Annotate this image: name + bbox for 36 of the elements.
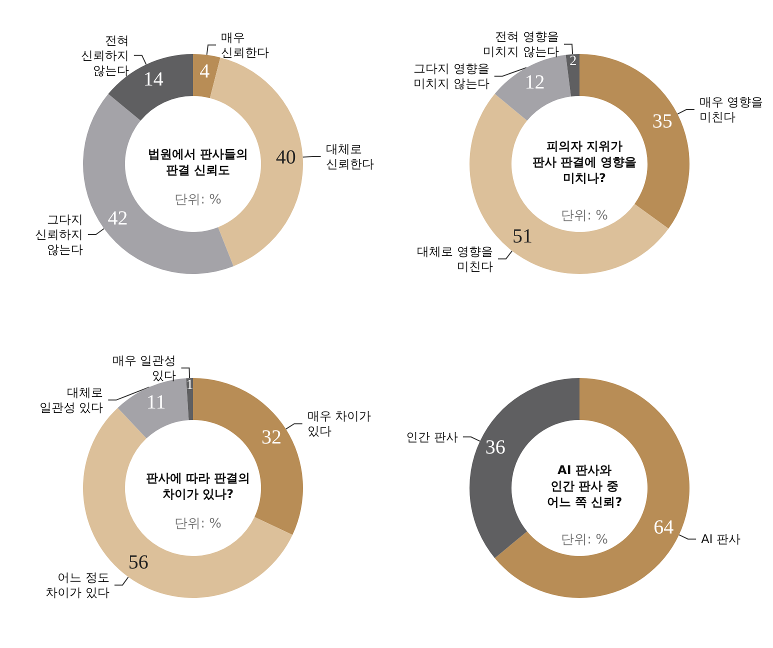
- data-label: 36: [485, 436, 506, 460]
- data-label: 32: [262, 426, 282, 450]
- text: 단위: %: [174, 192, 222, 208]
- data-label: 56: [128, 552, 148, 575]
- data-label: 12: [524, 71, 545, 94]
- data-label: 11: [146, 391, 166, 414]
- slice-label: 매우 영향을 미친다: [699, 95, 764, 124]
- slice-label: 전혀 영향을 미치지 않는다: [483, 30, 559, 59]
- data-label: 42: [108, 207, 128, 230]
- text: 판사에 따라 판결의 차이가 있나?: [146, 471, 250, 501]
- text: AI 판사와 인간 판사 중 어느 쪽 신뢰?: [546, 463, 622, 509]
- slice-label: 매우 일관성 있다: [112, 354, 176, 383]
- slice-label: 대체로 일관성 있다: [39, 386, 104, 415]
- text: 단위: %: [561, 532, 608, 548]
- data-label: 2: [570, 54, 577, 70]
- slice-label: 대체로 신뢰한다: [326, 142, 374, 171]
- slice-label: 매우 차이가 있다: [307, 409, 372, 438]
- data-label: 4: [200, 60, 210, 84]
- text: 단위: %: [561, 208, 608, 224]
- data-label: 40: [276, 146, 296, 170]
- data-label: 51: [512, 226, 532, 249]
- slice-label: 전혀 신뢰하지 않는다: [80, 33, 129, 78]
- slice-label: AI 판사: [701, 532, 741, 546]
- data-label: 64: [654, 516, 674, 540]
- text: 법원에서 판사들의 판결 신뢰도: [148, 147, 248, 177]
- text: 단위: %: [174, 516, 222, 532]
- data-label: 1: [186, 378, 194, 394]
- data-label: 35: [652, 110, 672, 134]
- text: 피의자 지위가 판사 판결에 영향을 미치나?: [532, 139, 637, 185]
- slice-label: 그다지 영향을 미치지 않는다: [414, 62, 490, 91]
- slice-label: 대체로 영향을 미친다: [417, 244, 493, 274]
- data-label: 14: [143, 68, 164, 92]
- slice-label: 매우 신뢰한다: [221, 30, 270, 60]
- slice-label: 인간 판사: [406, 430, 458, 444]
- slice-label: 어느 정도 차이가 있다: [46, 570, 110, 600]
- slice-label: 그다지 신뢰하지 않는다: [34, 212, 83, 257]
